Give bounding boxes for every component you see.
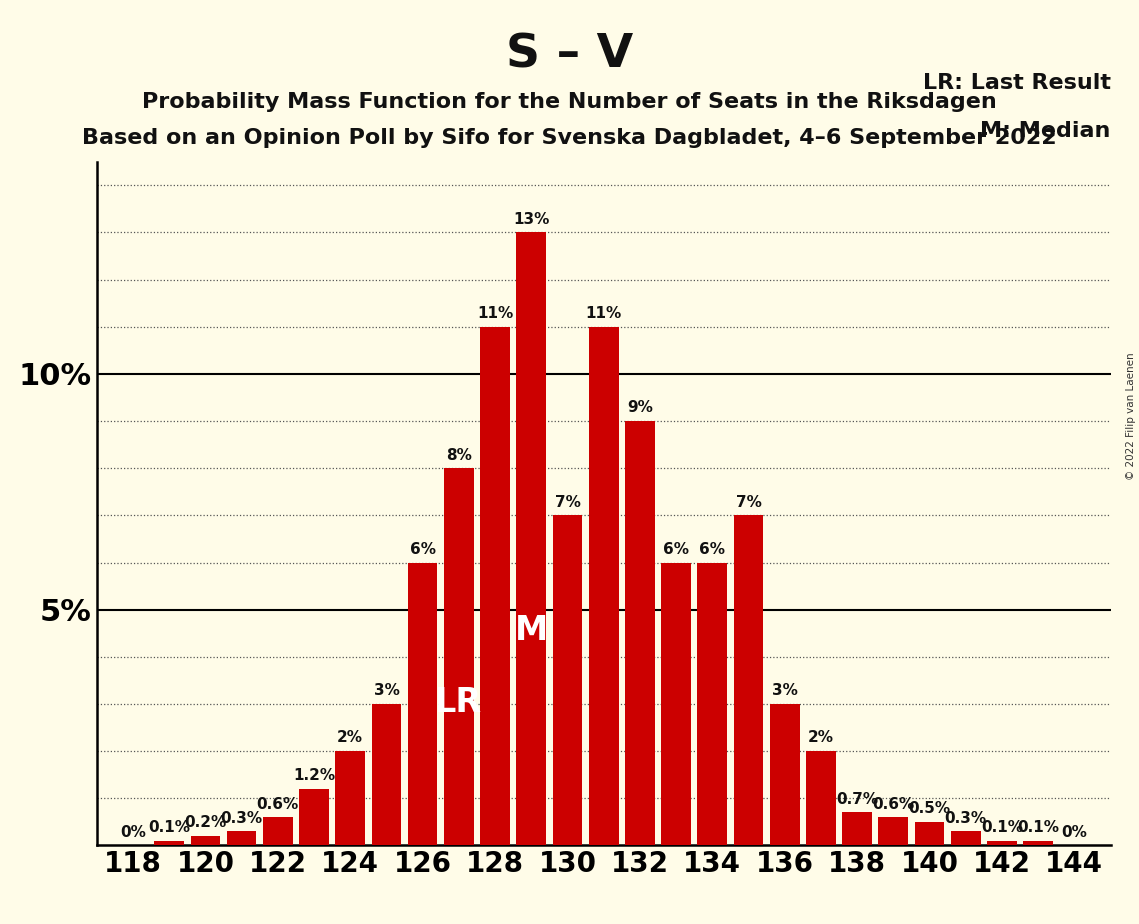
Text: 3%: 3% <box>772 684 797 699</box>
Text: 11%: 11% <box>477 306 514 321</box>
Text: S – V: S – V <box>506 32 633 78</box>
Bar <box>878 817 908 845</box>
Bar <box>842 812 872 845</box>
Text: 0.3%: 0.3% <box>221 810 263 826</box>
Bar <box>444 468 474 845</box>
Bar <box>516 233 546 845</box>
Text: 1.2%: 1.2% <box>293 768 335 784</box>
Bar <box>697 563 727 845</box>
Bar <box>806 751 836 845</box>
Bar <box>770 704 800 845</box>
Bar <box>625 421 655 845</box>
Text: 0.1%: 0.1% <box>981 821 1023 835</box>
Bar <box>734 516 763 845</box>
Text: 0%: 0% <box>1062 825 1088 840</box>
Bar <box>227 832 256 845</box>
Text: 0.6%: 0.6% <box>256 796 298 811</box>
Text: 6%: 6% <box>410 541 435 557</box>
Text: 3%: 3% <box>374 684 400 699</box>
Bar <box>951 832 981 845</box>
Text: Probability Mass Function for the Number of Seats in the Riksdagen: Probability Mass Function for the Number… <box>142 92 997 113</box>
Text: 6%: 6% <box>699 541 726 557</box>
Bar <box>481 327 510 845</box>
Text: 0.1%: 0.1% <box>1017 821 1059 835</box>
Bar <box>300 789 329 845</box>
Text: © 2022 Filip van Laenen: © 2022 Filip van Laenen <box>1126 352 1136 480</box>
Bar <box>155 841 185 845</box>
Text: 0%: 0% <box>120 825 146 840</box>
Text: M: M <box>515 614 548 648</box>
Text: LR: Last Result: LR: Last Result <box>923 73 1111 92</box>
Text: 8%: 8% <box>445 447 472 463</box>
Bar <box>263 817 293 845</box>
Text: 6%: 6% <box>663 541 689 557</box>
Bar <box>988 841 1017 845</box>
Text: 2%: 2% <box>337 731 363 746</box>
Bar <box>408 563 437 845</box>
Bar <box>915 821 944 845</box>
Bar <box>371 704 401 845</box>
Text: 9%: 9% <box>626 400 653 416</box>
Bar <box>662 563 691 845</box>
Bar <box>1023 841 1052 845</box>
Text: 2%: 2% <box>808 731 834 746</box>
Text: 0.1%: 0.1% <box>148 821 190 835</box>
Text: 13%: 13% <box>513 212 549 226</box>
Bar <box>589 327 618 845</box>
Text: M: Median: M: Median <box>981 121 1111 140</box>
Text: 0.6%: 0.6% <box>872 796 915 811</box>
Text: Based on an Opinion Poll by Sifo for Svenska Dagbladet, 4–6 September 2022: Based on an Opinion Poll by Sifo for Sve… <box>82 128 1057 148</box>
Text: 7%: 7% <box>555 494 581 510</box>
Text: 0.2%: 0.2% <box>185 815 227 831</box>
Text: LR: LR <box>435 686 483 719</box>
Bar <box>335 751 366 845</box>
Text: 0.3%: 0.3% <box>944 810 986 826</box>
Text: 7%: 7% <box>736 494 762 510</box>
Text: 0.7%: 0.7% <box>836 792 878 807</box>
Bar <box>190 836 220 845</box>
Text: 11%: 11% <box>585 306 622 321</box>
Text: 0.5%: 0.5% <box>909 801 951 816</box>
Bar <box>552 516 582 845</box>
